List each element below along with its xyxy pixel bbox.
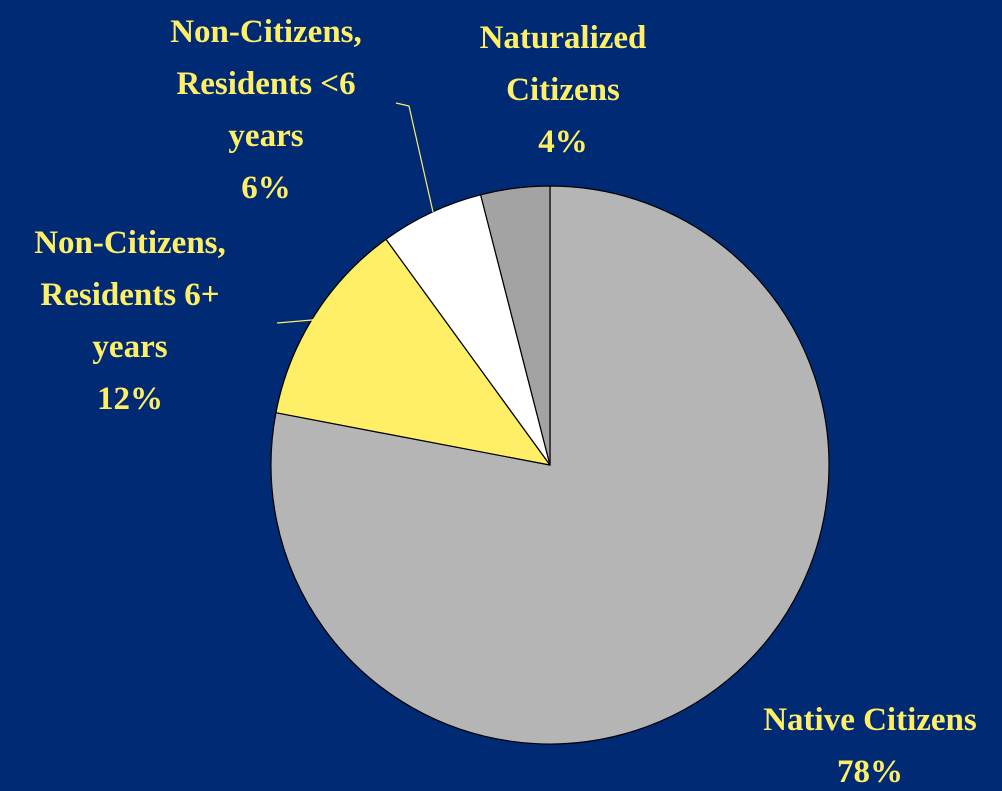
slice-labels: Native Citizens 78% Non-Citizens, Residents… <box>34 14 977 790</box>
slice-name-label: years <box>92 329 167 365</box>
data-label-non-citizens-6plus: Non-Citizens, Residents 6+ years 12% <box>34 225 226 417</box>
pie-slice-non-citizens-6plus <box>275 238 551 466</box>
data-label-non-citizens-under6: Non-Citizens, Residents <6 years 6% <box>170 14 362 206</box>
slice-value-label: 4% <box>538 124 588 160</box>
slice-name-label: Residents <6 <box>176 66 355 102</box>
slice-value-label: 78% <box>837 754 903 790</box>
slice-name-label: Citizens <box>506 72 620 108</box>
slice-name-label: Native Citizens <box>763 702 977 738</box>
slice-value-label: 12% <box>97 381 163 417</box>
leader-line-non-citizens-under6 <box>395 102 434 213</box>
slice-name-label: Non-Citizens, <box>34 225 226 261</box>
data-label-naturalized-citizens: Naturalized Citizens 4% <box>480 20 647 160</box>
slice-name-label: Naturalized <box>480 20 647 56</box>
data-label-native-citizens: Native Citizens 78% <box>763 702 977 790</box>
slice-name-label: Non-Citizens, <box>170 14 362 50</box>
leader-lines <box>276 102 434 324</box>
slice-name-label: Residents 6+ <box>40 277 219 313</box>
leader-line-non-citizens-6plus <box>276 316 319 324</box>
pie-slices <box>270 185 830 745</box>
pie-slice-native-citizens <box>270 185 830 745</box>
pie-slice-naturalized-citizens <box>480 185 551 466</box>
slice-value-label: 6% <box>241 170 291 206</box>
slice-name-label: years <box>228 118 303 154</box>
